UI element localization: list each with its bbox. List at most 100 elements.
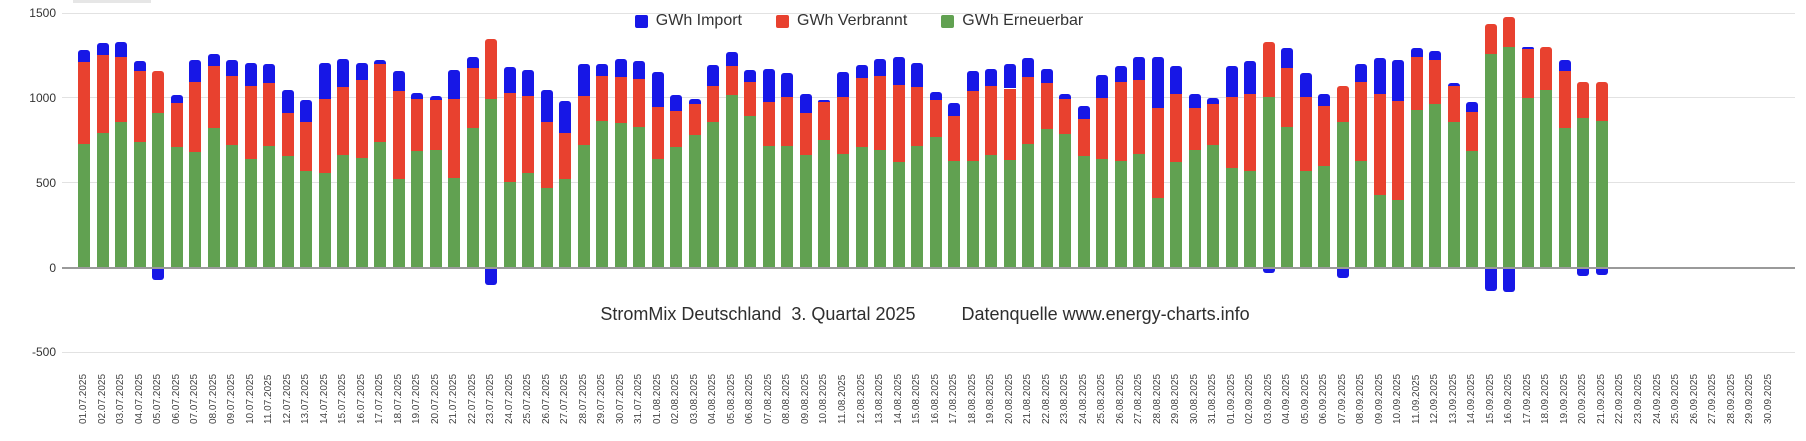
- bar-segment-erneuerbar[interactable]: [633, 126, 646, 268]
- bar-segment-erneuerbar[interactable]: [1466, 151, 1479, 268]
- bar-segment-erneuerbar[interactable]: [1318, 165, 1331, 268]
- bar-segment-erneuerbar[interactable]: [485, 98, 498, 268]
- bar-segment-import[interactable]: [762, 68, 775, 103]
- bar-segment-verbrannt[interactable]: [281, 113, 294, 157]
- bar-segment-import[interactable]: [281, 90, 294, 114]
- bar-segment-erneuerbar[interactable]: [1151, 197, 1164, 268]
- bar-segment-verbrannt[interactable]: [115, 57, 128, 122]
- bar-segment-erneuerbar[interactable]: [1022, 144, 1035, 268]
- bar-segment-erneuerbar[interactable]: [189, 152, 202, 268]
- bar-segment-import[interactable]: [1466, 102, 1479, 113]
- bar-segment-verbrannt[interactable]: [1244, 94, 1257, 171]
- bar-segment-erneuerbar[interactable]: [1003, 159, 1016, 268]
- bar-segment-import[interactable]: [355, 63, 368, 80]
- bar-segment-erneuerbar[interactable]: [78, 143, 90, 268]
- bar-segment-erneuerbar[interactable]: [1059, 134, 1072, 268]
- bar-segment-erneuerbar[interactable]: [1188, 149, 1201, 268]
- bar-segment-erneuerbar[interactable]: [707, 122, 720, 268]
- bar-segment-erneuerbar[interactable]: [466, 128, 479, 268]
- bar-segment-erneuerbar[interactable]: [1558, 128, 1571, 268]
- bar-segment-verbrannt[interactable]: [355, 80, 368, 159]
- bar-segment-verbrannt[interactable]: [1429, 59, 1442, 104]
- bar-segment-import[interactable]: [1244, 61, 1257, 95]
- bar-segment-erneuerbar[interactable]: [1281, 126, 1294, 268]
- bar-segment-verbrannt[interactable]: [911, 86, 924, 147]
- bar-segment-verbrannt[interactable]: [744, 81, 757, 117]
- bar-segment-verbrannt[interactable]: [1355, 81, 1368, 162]
- bar-segment-erneuerbar[interactable]: [1040, 129, 1053, 268]
- bar-segment-import[interactable]: [1521, 46, 1534, 50]
- bar-segment-verbrannt[interactable]: [429, 100, 442, 151]
- bar-segment-erneuerbar[interactable]: [429, 150, 442, 268]
- bar-segment-import[interactable]: [1299, 73, 1312, 97]
- bar-segment-import[interactable]: [263, 63, 276, 84]
- bar-segment-erneuerbar[interactable]: [411, 151, 424, 268]
- bar-segment-verbrannt[interactable]: [1503, 17, 1516, 47]
- bar-segment-verbrannt[interactable]: [133, 70, 146, 142]
- bar-segment-verbrannt[interactable]: [1336, 85, 1349, 123]
- bar-segment-import[interactable]: [540, 90, 553, 123]
- bar-segment-erneuerbar[interactable]: [874, 150, 887, 268]
- legend-item-gwh-erneuerbar[interactable]: GWh Erneuerbar: [941, 13, 1083, 29]
- bar-segment-verbrannt[interactable]: [485, 39, 498, 99]
- bar-segment-import[interactable]: [411, 92, 424, 99]
- bar-segment-verbrannt[interactable]: [1262, 41, 1275, 97]
- bar-segment-erneuerbar[interactable]: [985, 154, 998, 268]
- bar-segment-erneuerbar[interactable]: [1170, 162, 1183, 268]
- bar-segment-erneuerbar[interactable]: [170, 147, 183, 268]
- bar-segment-import[interactable]: [966, 70, 979, 92]
- bar-segment-import-negative[interactable]: [1336, 268, 1349, 278]
- bar-segment-import[interactable]: [929, 91, 942, 101]
- bar-segment-verbrannt[interactable]: [1022, 77, 1035, 145]
- bar-segment-verbrannt[interactable]: [1114, 81, 1127, 162]
- bar-segment-import[interactable]: [836, 71, 849, 97]
- bar-segment-erneuerbar[interactable]: [1447, 121, 1460, 268]
- bar-segment-erneuerbar[interactable]: [226, 145, 239, 268]
- bar-segment-erneuerbar[interactable]: [1244, 170, 1257, 268]
- bar-segment-erneuerbar[interactable]: [1114, 161, 1127, 268]
- bar-segment-import[interactable]: [466, 57, 479, 69]
- bar-segment-verbrannt[interactable]: [799, 113, 812, 155]
- bar-segment-erneuerbar[interactable]: [281, 156, 294, 268]
- bar-segment-erneuerbar[interactable]: [1355, 161, 1368, 268]
- bar-segment-erneuerbar[interactable]: [1225, 168, 1238, 268]
- bar-segment-erneuerbar[interactable]: [911, 146, 924, 268]
- bar-segment-erneuerbar[interactable]: [1577, 118, 1590, 268]
- bar-segment-import[interactable]: [78, 50, 90, 63]
- bar-segment-verbrannt[interactable]: [855, 78, 868, 148]
- bar-segment-erneuerbar[interactable]: [1207, 145, 1220, 268]
- bar-segment-verbrannt[interactable]: [1558, 70, 1571, 129]
- bar-segment-import[interactable]: [577, 63, 590, 97]
- bar-segment-import[interactable]: [799, 93, 812, 114]
- bar-segment-erneuerbar[interactable]: [744, 116, 757, 268]
- bar-segment-import[interactable]: [744, 69, 757, 82]
- bar-segment-import[interactable]: [170, 95, 183, 103]
- bar-segment-erneuerbar[interactable]: [614, 123, 627, 268]
- bar-segment-verbrannt[interactable]: [707, 85, 720, 123]
- bar-segment-import[interactable]: [892, 57, 905, 86]
- bar-segment-import[interactable]: [1170, 65, 1183, 94]
- bar-segment-verbrannt[interactable]: [633, 79, 646, 127]
- bar-segment-erneuerbar[interactable]: [1096, 158, 1109, 268]
- bar-segment-verbrannt[interactable]: [1447, 85, 1460, 122]
- bar-segment-import[interactable]: [1077, 106, 1090, 120]
- bar-segment-erneuerbar[interactable]: [1429, 103, 1442, 268]
- bar-segment-erneuerbar[interactable]: [1540, 90, 1553, 268]
- bar-segment-erneuerbar[interactable]: [799, 154, 812, 268]
- bar-segment-erneuerbar[interactable]: [577, 145, 590, 268]
- bar-segment-erneuerbar[interactable]: [318, 173, 331, 268]
- bar-segment-erneuerbar[interactable]: [596, 120, 609, 268]
- bar-segment-erneuerbar[interactable]: [263, 146, 276, 268]
- bar-segment-import[interactable]: [1114, 65, 1127, 82]
- bar-segment-erneuerbar[interactable]: [1410, 109, 1423, 268]
- bar-segment-import[interactable]: [429, 96, 442, 101]
- bar-segment-verbrannt[interactable]: [392, 91, 405, 180]
- bar-segment-import[interactable]: [1003, 63, 1016, 89]
- bar-segment-import[interactable]: [596, 63, 609, 76]
- bar-segment-erneuerbar[interactable]: [818, 140, 831, 268]
- bar-segment-import[interactable]: [688, 98, 701, 104]
- bar-segment-verbrannt[interactable]: [577, 96, 590, 146]
- bar-segment-verbrannt[interactable]: [651, 107, 664, 159]
- bar-segment-verbrannt[interactable]: [985, 85, 998, 155]
- bar-segment-verbrannt[interactable]: [1392, 101, 1405, 200]
